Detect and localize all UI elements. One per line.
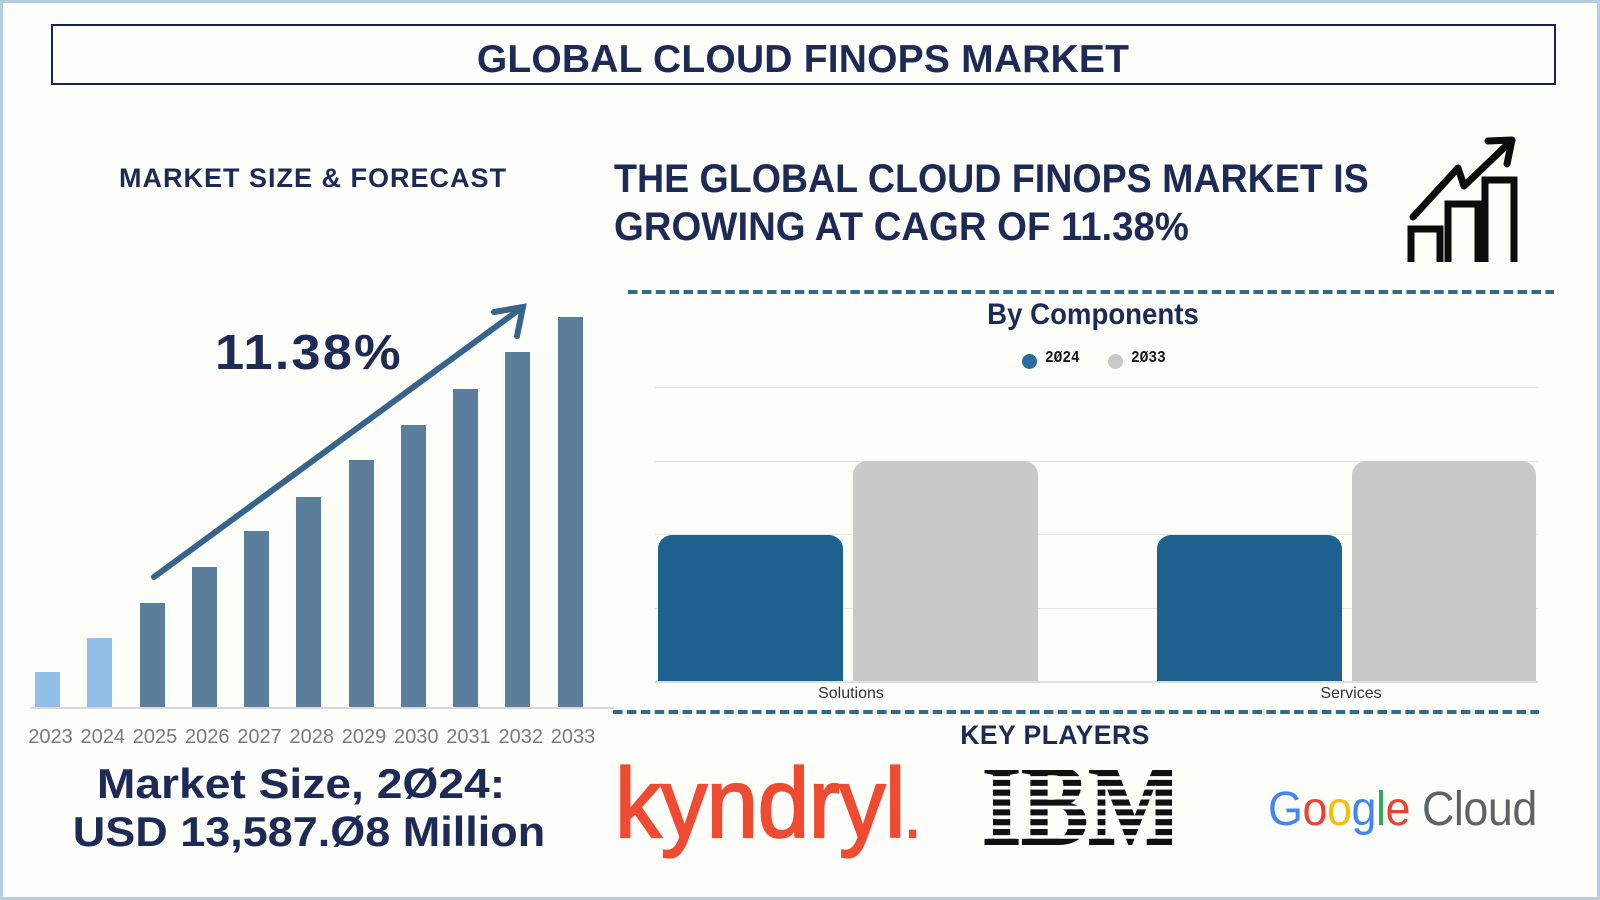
- svg-text:IBM: IBM: [982, 770, 1172, 846]
